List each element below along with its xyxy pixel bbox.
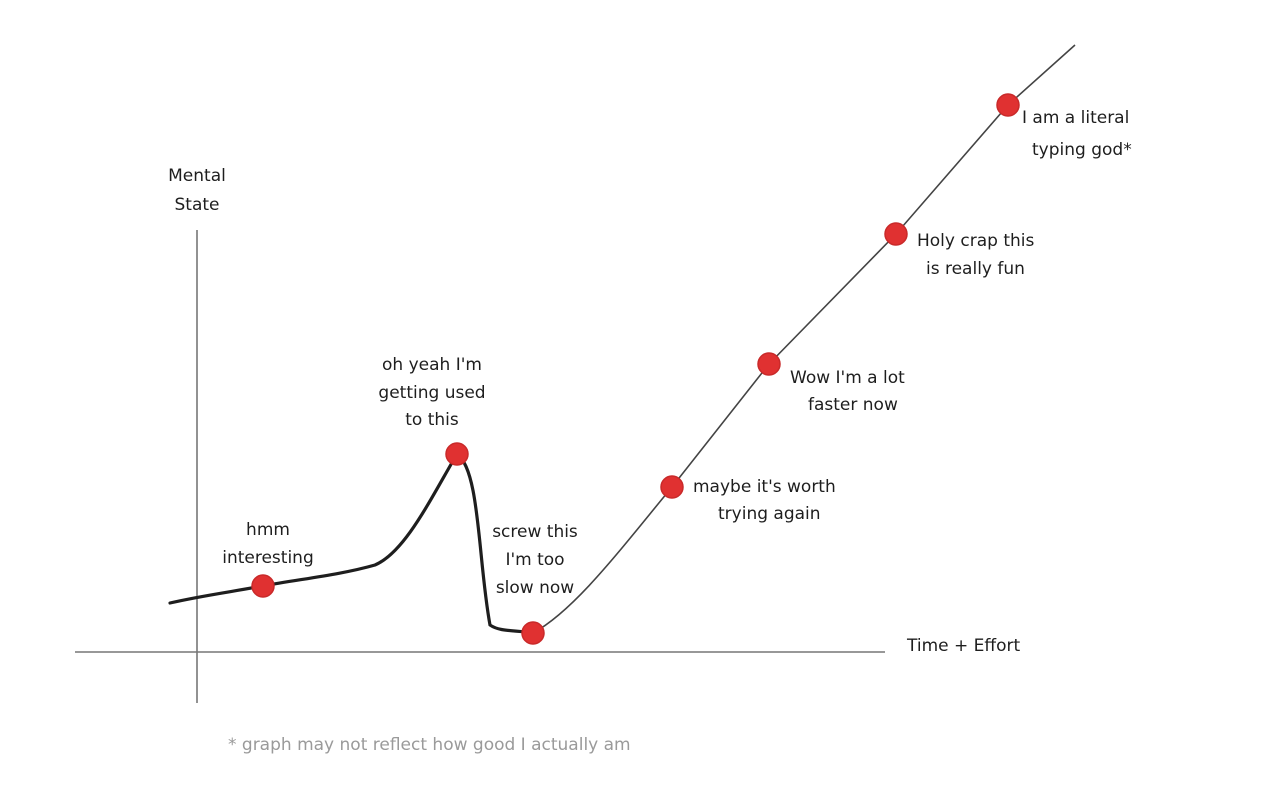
point-label: Holy crap this — [917, 231, 1034, 251]
point-label: interesting — [222, 548, 314, 568]
point-label: trying again — [718, 504, 821, 524]
curve-early — [168, 451, 535, 635]
point-label: oh yeah I'm — [382, 355, 482, 375]
point-label: I'm too — [505, 550, 564, 570]
point-label: to this — [405, 410, 459, 430]
point — [660, 475, 684, 499]
point-label: typing god* — [1032, 140, 1132, 160]
point-label: getting used — [378, 383, 485, 403]
point — [996, 93, 1020, 117]
point-label: is really fun — [926, 259, 1025, 279]
point — [445, 442, 469, 466]
point-label: hmm — [246, 520, 290, 540]
x-axis-label: Time + Effort — [906, 636, 1020, 656]
point-label: slow now — [496, 578, 574, 598]
curve-late — [532, 44, 1076, 634]
point-label: Wow I'm a lot — [790, 368, 905, 388]
point — [521, 621, 545, 645]
footnote: * graph may not reflect how good I actua… — [228, 735, 631, 755]
point — [884, 222, 908, 246]
point — [251, 574, 275, 598]
point — [757, 352, 781, 376]
point-label: I am a literal — [1022, 108, 1129, 128]
y-axis-label: State — [175, 195, 220, 215]
y-axis-label: Mental — [168, 166, 226, 186]
point-label: screw this — [492, 522, 578, 542]
point-label: maybe it's worth — [693, 477, 836, 497]
point-label: faster now — [808, 395, 898, 415]
